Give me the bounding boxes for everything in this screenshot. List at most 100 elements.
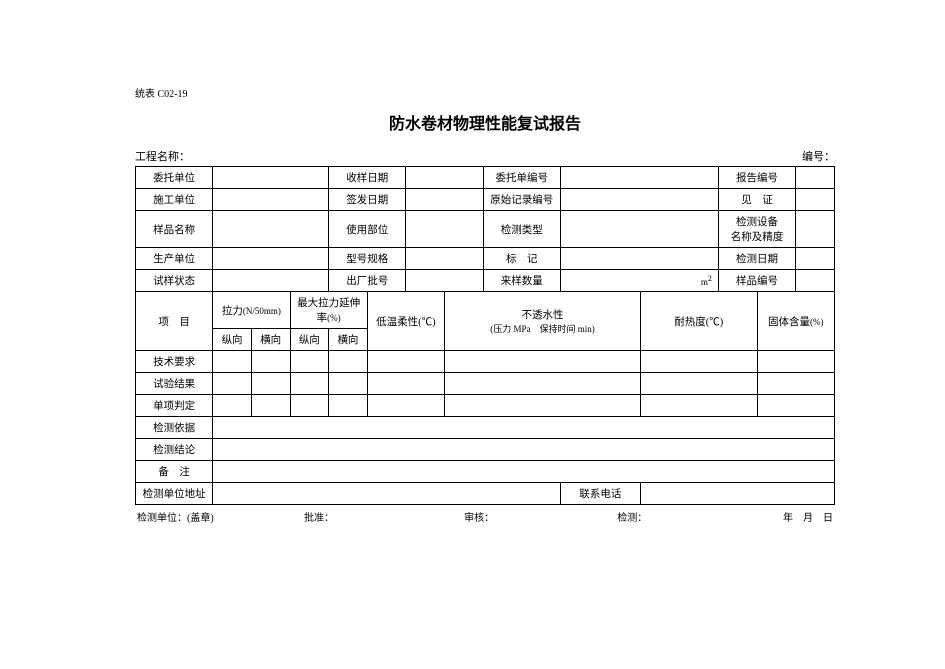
value-cell (445, 351, 641, 373)
table-row: 样品名称 使用部位 检测类型 检测设备名称及精度 (136, 211, 835, 248)
label-batch-no: 出厂批号 (329, 270, 406, 292)
value-cell (640, 373, 757, 395)
table-row: 试样状态 出厂批号 来样数量 m2 样品编号 (136, 270, 835, 292)
label-impermeability: 不透水性 (压力 MPa 保持时间 min) (445, 292, 641, 351)
value-cell (796, 248, 835, 270)
label-sample-name: 样品名称 (136, 211, 213, 248)
label-use-part: 使用部位 (329, 211, 406, 248)
value-cell (640, 483, 834, 505)
label-tech-req: 技术要求 (136, 351, 213, 373)
value-cell (796, 270, 835, 292)
value-cell (251, 351, 290, 373)
label-report-no: 报告编号 (718, 167, 795, 189)
label-sample-state: 试样状态 (136, 270, 213, 292)
table-row: 单项判定 (136, 395, 835, 417)
serial-number-label: 编号： (755, 148, 835, 164)
value-cell (367, 395, 444, 417)
value-cell (329, 373, 368, 395)
value-cell (406, 248, 483, 270)
value-cell (213, 373, 252, 395)
main-table: 委托单位 收样日期 委托单编号 报告编号 施工单位 签发日期 原始记录编号 见 … (135, 166, 835, 505)
label-sample-no: 样品编号 (718, 270, 795, 292)
footer-review: 审核： (464, 509, 617, 524)
label-mark: 标 记 (483, 248, 560, 270)
label-equipment: 检测设备名称及精度 (718, 211, 795, 248)
label-test-result: 试验结果 (136, 373, 213, 395)
table-row: 施工单位 签发日期 原始记录编号 见 证 (136, 189, 835, 211)
value-cell (213, 189, 329, 211)
table-row: 备 注 (136, 461, 835, 483)
value-cell (757, 373, 834, 395)
table-row: 检测单位地址 联系电话 (136, 483, 835, 505)
table-row: 试验结果 (136, 373, 835, 395)
label-entrust-no: 委托单编号 (483, 167, 560, 189)
label-test-type: 检测类型 (483, 211, 560, 248)
label-solid: 固体含量(%) (757, 292, 834, 351)
label-orig-record-no: 原始记录编号 (483, 189, 560, 211)
table-row: 检测依据 (136, 417, 835, 439)
label-heng1: 横向 (251, 329, 290, 351)
label-zong2: 纵向 (290, 329, 329, 351)
value-cell (213, 461, 835, 483)
value-cell (757, 351, 834, 373)
value-cell (290, 373, 329, 395)
value-cell (213, 167, 329, 189)
value-cell (796, 167, 835, 189)
value-cell (329, 395, 368, 417)
value-cell (290, 395, 329, 417)
value-cell (796, 189, 835, 211)
value-cell (213, 417, 835, 439)
footer-row: 检测单位：(盖章) 批准： 审核： 检测： 年 月 日 (135, 509, 835, 524)
value-cell (213, 270, 329, 292)
label-producer: 生产单位 (136, 248, 213, 270)
value-cell (251, 373, 290, 395)
table-row: 检测结论 (136, 439, 835, 461)
header-row: 工程名称： 编号： (135, 148, 835, 164)
label-note: 备 注 (136, 461, 213, 483)
value-cell (213, 395, 252, 417)
value-cell (406, 211, 483, 248)
value-cell (640, 351, 757, 373)
label-address: 检测单位地址 (136, 483, 213, 505)
value-cell (251, 395, 290, 417)
value-cell (290, 351, 329, 373)
value-cell (406, 167, 483, 189)
label-test-date: 检测日期 (718, 248, 795, 270)
label-project: 项 目 (136, 292, 213, 351)
value-cell (560, 211, 718, 248)
page-container: 统表 C02-19 防水卷材物理性能复试报告 工程名称： 编号： 委托单位 收样… (0, 0, 945, 524)
label-issue-date: 签发日期 (329, 189, 406, 211)
footer-seal: 检测单位：(盖章) (137, 509, 304, 524)
label-judge: 单项判定 (136, 395, 213, 417)
value-cell (213, 483, 561, 505)
value-cell (796, 211, 835, 248)
project-name-label: 工程名称： (135, 148, 755, 164)
label-low-temp: 低温柔性(℃) (367, 292, 444, 351)
label-conclusion: 检测结论 (136, 439, 213, 461)
label-receive-date: 收样日期 (329, 167, 406, 189)
value-cell (445, 395, 641, 417)
value-cell (367, 373, 444, 395)
table-row: 项 目 拉力(N/50mm) 最大拉力延伸率(%) 低温柔性(℃) 不透水性 (… (136, 292, 835, 329)
value-cell (213, 248, 329, 270)
form-code: 统表 C02-19 (135, 85, 835, 100)
value-cell (213, 211, 329, 248)
value-cell (367, 351, 444, 373)
table-row: 生产单位 型号规格 标 记 检测日期 (136, 248, 835, 270)
table-row: 技术要求 (136, 351, 835, 373)
label-model-spec: 型号规格 (329, 248, 406, 270)
label-heng2: 横向 (329, 329, 368, 351)
label-phone: 联系电话 (560, 483, 640, 505)
value-cell (213, 351, 252, 373)
value-cell (406, 270, 483, 292)
label-heat: 耐热度(℃) (640, 292, 757, 351)
value-cell (560, 248, 718, 270)
label-witness: 见 证 (718, 189, 795, 211)
label-sample-qty: 来样数量 (483, 270, 560, 292)
label-pull: 拉力(N/50mm) (213, 292, 290, 329)
value-cell (560, 167, 718, 189)
value-cell (560, 189, 718, 211)
label-zong1: 纵向 (213, 329, 252, 351)
value-cell (757, 395, 834, 417)
value-sample-qty: m2 (560, 270, 718, 292)
